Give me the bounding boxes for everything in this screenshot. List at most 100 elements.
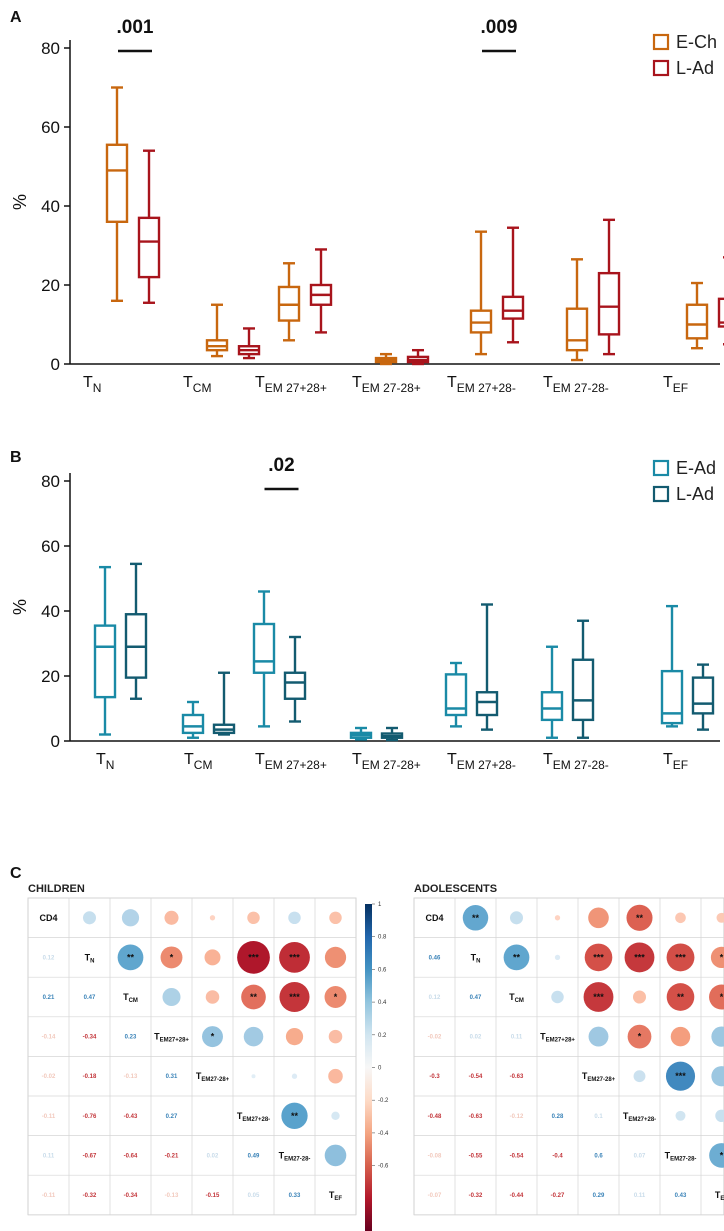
correlation-circle (279, 981, 310, 1013)
x-category-label: TEM 27-28+ (352, 374, 421, 395)
colorbar-tick-label: 0.8 (378, 935, 387, 941)
x-category-main: T (255, 751, 265, 768)
diagonal-label: CD4 (425, 913, 443, 923)
legend-label: E-Ch (676, 32, 717, 52)
x-category-sub: N (106, 758, 115, 772)
coefficient-value: -0.43 (124, 1114, 138, 1120)
y-tick-label: 40 (41, 197, 60, 216)
correlation-circle (503, 944, 530, 971)
correlation-circle (288, 911, 301, 925)
diagonal-label: TEF (329, 1190, 343, 1202)
significance-stars: *** (675, 1071, 686, 1081)
x-category-sub: CM (193, 381, 212, 395)
significance-stars: * (720, 1150, 724, 1160)
correlation-circle (243, 1026, 264, 1047)
significance-stars: ** (127, 952, 135, 962)
x-category-label: TEF (663, 751, 688, 772)
correlation-circle (328, 1068, 343, 1084)
x-category-sub: CM (194, 758, 213, 772)
coefficient-value: -0.48 (428, 1114, 442, 1120)
coefficient-value: -0.4 (552, 1153, 563, 1159)
diagonal-label-sub: EM27-28- (670, 1156, 696, 1162)
coefficient-value: 0.12 (43, 955, 55, 961)
diagonal-label: TEM27-28+ (196, 1071, 230, 1083)
diagonal-label: TEM27-28- (279, 1150, 311, 1162)
x-category-label: TEM 27+28+ (255, 374, 327, 395)
diagonal-label-sub: EM27+28- (628, 1117, 656, 1123)
y-tick-label: 20 (41, 276, 60, 295)
correlation-circle (675, 912, 686, 924)
correlation-panel-c: CHILDRENCD4TNTCMTEM27+28+TEM27-28+TEM27+… (27, 883, 724, 1231)
legend-label: L-Ad (676, 484, 714, 504)
correlation-circle (666, 983, 695, 1011)
correlation-circle (627, 1024, 652, 1049)
legend-swatch (652, 59, 670, 77)
x-category-sub: EM 27-28+ (362, 381, 421, 395)
x-category-main: T (96, 751, 106, 768)
significance-stars: ** (250, 992, 258, 1002)
box-l-ad-5 (571, 619, 595, 739)
x-category-main: T (255, 374, 265, 391)
coefficient-value: -0.63 (469, 1114, 483, 1120)
box-l-ad-0 (124, 562, 148, 700)
diagonal-label-main: T (471, 952, 477, 962)
diagonal-label-main: CD4 (425, 913, 443, 923)
correlation-circle (241, 984, 266, 1010)
correlation-circle (709, 984, 724, 1010)
x-category-label: TEM 27+28- (447, 374, 516, 395)
box-e-ad-0 (93, 565, 117, 736)
box-iqr (501, 295, 525, 320)
coefficient-value: -0.55 (469, 1153, 483, 1159)
coefficient-value: 0.6 (594, 1153, 603, 1159)
coefficient-value: 0.23 (125, 1035, 137, 1041)
box-e-ch-0 (105, 86, 129, 302)
box-e-ch-6 (685, 281, 709, 350)
correlation-circle (554, 954, 561, 961)
box-e-ad-4 (444, 661, 468, 728)
correlation-circle (632, 990, 647, 1004)
correlation-circle (584, 943, 613, 972)
coefficient-value: -0.3 (429, 1074, 440, 1080)
x-category-sub: EM 27-28- (553, 381, 609, 395)
coefficient-value: -0.02 (428, 1035, 442, 1041)
box-l-ad-2 (309, 248, 333, 334)
diagonal-label: TEM27-28+ (582, 1071, 616, 1083)
diagonal-label: TEM27-28- (665, 1150, 697, 1162)
correlation-circle (324, 986, 347, 1008)
correlation-circle (331, 1111, 340, 1121)
x-category-label: TCM (184, 751, 212, 772)
significance-stars: *** (593, 952, 604, 962)
box-l-ad-4 (501, 226, 525, 344)
correlation-circle (324, 946, 347, 969)
p-value-label: .02 (268, 455, 294, 476)
coefficient-value: 0.28 (552, 1114, 564, 1120)
legend-swatch (652, 33, 670, 51)
box-iqr (137, 216, 161, 279)
x-category-label: TCM (183, 374, 211, 395)
box-iqr (565, 307, 589, 352)
correlation-circle (237, 941, 270, 974)
matrix-title: ADOLESCENTS (414, 883, 497, 895)
box-l-ad-3 (380, 726, 404, 742)
correlation-circle (121, 909, 140, 927)
diagonal-label-sub: CM (129, 998, 138, 1004)
box-l-ad-0 (137, 149, 161, 304)
box-iqr (660, 669, 684, 725)
significance-stars: *** (634, 952, 645, 962)
x-category-main: T (663, 751, 673, 768)
box-iqr (105, 143, 129, 223)
diagonal-label-sub: EM27+28+ (160, 1038, 190, 1044)
coefficient-value: -0.34 (124, 1193, 138, 1199)
box-e-ad-5 (540, 645, 564, 739)
correlation-circle (209, 915, 216, 921)
significance-stars: *** (675, 952, 686, 962)
significance-stars: * (720, 992, 724, 1002)
correlation-circle (285, 1027, 304, 1046)
significance-stars: * (170, 952, 174, 962)
correlation-circle (202, 1026, 223, 1048)
colorbar-tick-label: 0 (378, 1066, 382, 1072)
diagonal-label-sub: EM27-28- (284, 1156, 310, 1162)
x-category-sub: EF (673, 758, 688, 772)
correlation-circle (626, 904, 653, 931)
diagonal-label-main: T (665, 1150, 671, 1160)
